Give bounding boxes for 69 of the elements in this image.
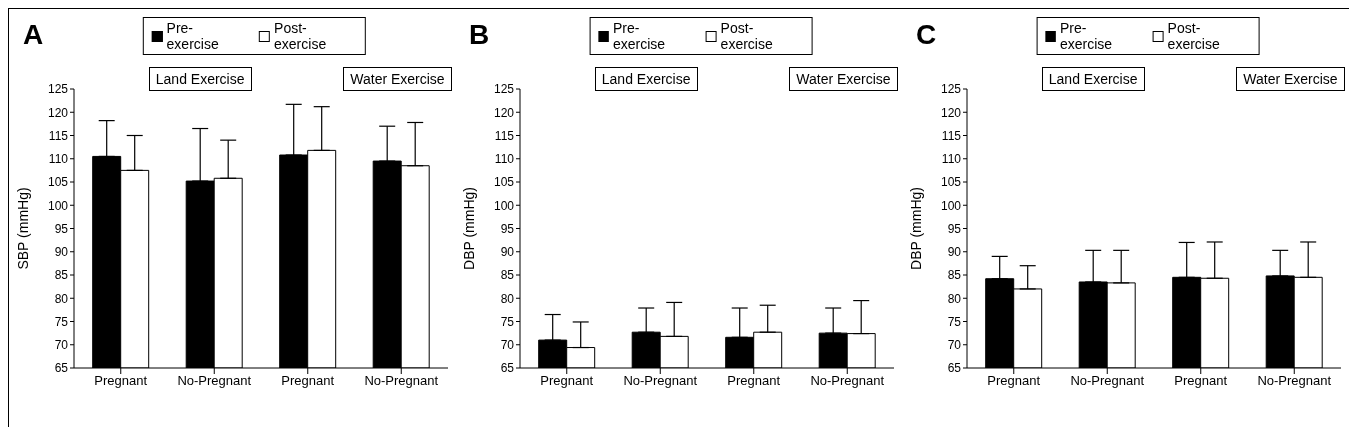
y-tick-label: 90 bbox=[500, 245, 515, 260]
legend-label: Pre-exercise bbox=[166, 20, 220, 52]
y-tick-label: 105 bbox=[493, 175, 515, 190]
y-axis-title: SBP (mmHg) bbox=[14, 187, 31, 270]
legend-label: Pre-exercise bbox=[612, 20, 667, 52]
y-tick-label: 65 bbox=[947, 361, 962, 376]
x-tick-label: Pregnant bbox=[540, 373, 594, 389]
y-tick-label: 115 bbox=[941, 128, 962, 143]
chart-title: C bbox=[916, 19, 937, 51]
y-tick-label: 105 bbox=[47, 175, 69, 190]
y-tick-label: 100 bbox=[47, 198, 69, 213]
y-axis-title: DBP (mmHg) bbox=[460, 187, 477, 270]
chart-title: A bbox=[23, 19, 44, 51]
y-tick-label: 75 bbox=[54, 314, 69, 329]
text: Land Exercise bbox=[148, 67, 252, 91]
y-tick-label: 65 bbox=[500, 361, 515, 376]
y-tick-label: 125 bbox=[47, 82, 69, 97]
chart-title: B bbox=[469, 19, 490, 51]
y-tick-label: 75 bbox=[500, 314, 515, 329]
y-tick-label: 125 bbox=[940, 82, 962, 97]
y-axis-title: DBP (mmHg) bbox=[907, 187, 924, 270]
x-tick-label: No-Pregnant bbox=[364, 373, 439, 389]
y-tick-label: 95 bbox=[500, 221, 515, 236]
x-tick-label: Pregnant bbox=[1174, 373, 1228, 389]
y-tick-label: 70 bbox=[947, 338, 962, 353]
y-tick-label: 85 bbox=[500, 268, 515, 283]
text: Water Exercise bbox=[343, 67, 452, 91]
y-tick-label: 120 bbox=[940, 105, 962, 120]
y-tick-label: 80 bbox=[500, 291, 515, 306]
legend-label: Pre-exercise bbox=[1059, 20, 1114, 52]
y-tick-label: 65 bbox=[54, 361, 69, 376]
y-tick-label: 90 bbox=[947, 245, 962, 260]
x-tick-label: No-Pregnant bbox=[623, 373, 698, 389]
y-tick-label: 120 bbox=[47, 105, 69, 120]
x-tick-label: No-Pregnant bbox=[1257, 373, 1332, 389]
y-tick-label: 95 bbox=[947, 221, 962, 236]
y-tick-label: 110 bbox=[494, 152, 515, 167]
x-tick-label: No-Pregnant bbox=[810, 373, 885, 389]
text: Water Exercise bbox=[789, 67, 898, 91]
text: Water Exercise bbox=[1236, 67, 1345, 91]
y-tick-label: 85 bbox=[947, 268, 962, 283]
y-tick-label: 95 bbox=[54, 221, 69, 236]
y-tick-label: 85 bbox=[54, 268, 69, 283]
y-tick-label: 100 bbox=[940, 198, 962, 213]
x-tick-label: Pregnant bbox=[94, 373, 148, 389]
y-tick-label: 115 bbox=[48, 128, 69, 143]
y-tick-label: 70 bbox=[500, 338, 515, 353]
text: Land Exercise bbox=[594, 67, 698, 91]
y-tick-label: 70 bbox=[54, 338, 69, 353]
x-tick-label: No-Pregnant bbox=[1070, 373, 1145, 389]
y-tick-label: 120 bbox=[493, 105, 515, 120]
y-tick-label: 105 bbox=[940, 175, 962, 190]
legend-label: Post-exercise bbox=[720, 20, 774, 52]
x-tick-label: No-Pregnant bbox=[177, 373, 252, 389]
legend-label: Post-exercise bbox=[1167, 20, 1221, 52]
y-tick-label: 80 bbox=[947, 291, 962, 306]
y-tick-label: 75 bbox=[947, 314, 962, 329]
y-tick-label: 100 bbox=[493, 198, 515, 213]
y-tick-label: 80 bbox=[54, 291, 69, 306]
legend-label: Post-exercise bbox=[274, 20, 328, 52]
x-tick-label: Pregnant bbox=[987, 373, 1041, 389]
y-tick-label: 125 bbox=[493, 82, 515, 97]
y-tick-label: 110 bbox=[48, 152, 69, 167]
x-tick-label: Pregnant bbox=[727, 373, 781, 389]
y-tick-label: 110 bbox=[941, 152, 962, 167]
y-tick-label: 115 bbox=[494, 128, 515, 143]
x-tick-label: Pregnant bbox=[281, 373, 335, 389]
text: Land Exercise bbox=[1041, 67, 1145, 91]
y-tick-label: 90 bbox=[54, 245, 69, 260]
